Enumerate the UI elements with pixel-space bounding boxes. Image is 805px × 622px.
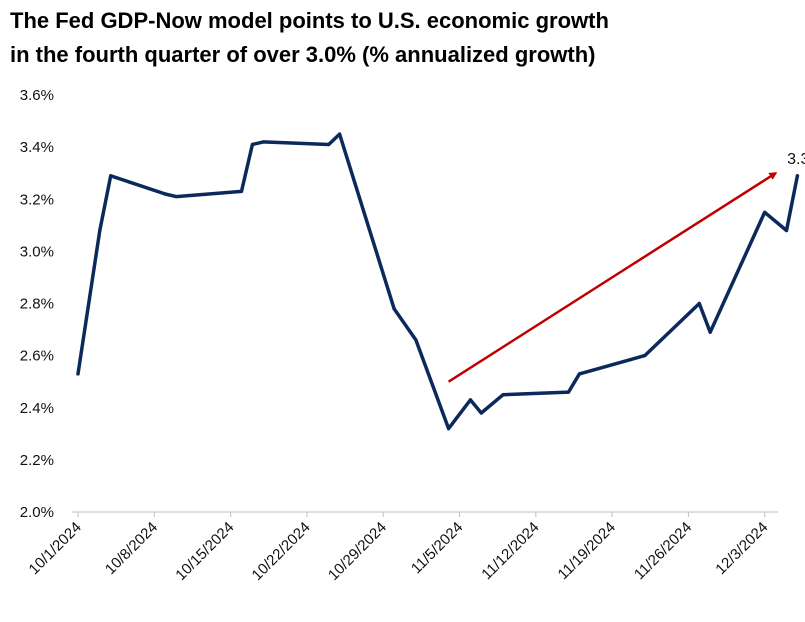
series-point <box>577 372 582 376</box>
series-point <box>643 354 647 358</box>
series-point <box>566 390 571 394</box>
annotations: 3.3% <box>447 151 805 383</box>
series-point <box>76 372 80 376</box>
y-tick-label: 3.2% <box>20 191 54 208</box>
y-axis: 2.0% 2.2% 2.4% 2.6% 2.8% 3.0% 3.2% 3.4% 3.6% <box>20 87 54 521</box>
y-tick-label: 2.2% <box>20 452 54 469</box>
y-tick-label: 3.0% <box>20 243 54 260</box>
series-group <box>76 132 800 431</box>
series-point <box>98 228 102 233</box>
x-tick-label: 11/26/2024 <box>631 519 695 583</box>
series-point <box>784 228 789 233</box>
chart-title-line-2: in the fourth quarter of over 3.0% (% an… <box>10 42 596 67</box>
x-tick-label: 10/29/2024 <box>325 519 390 584</box>
series-point <box>414 338 418 342</box>
x-tick-label: 11/12/2024 <box>478 519 542 583</box>
series-point <box>250 142 254 147</box>
series-point <box>392 307 396 311</box>
series-point <box>795 174 800 178</box>
series-point <box>174 195 178 199</box>
y-tick-label: 2.6% <box>20 348 54 365</box>
x-tick-label: 10/1/2024 <box>26 519 85 578</box>
series-point <box>338 132 342 136</box>
trend-arrow <box>447 172 778 383</box>
y-tick-label: 3.4% <box>20 139 54 156</box>
x-tick-label: 10/8/2024 <box>102 519 161 578</box>
x-axis: 10/1/2024 10/8/2024 10/15/2024 10/22/2024 10… <box>26 511 778 584</box>
series-point <box>261 140 265 144</box>
series-point <box>109 174 113 178</box>
gdpnow-series-line <box>76 132 800 431</box>
x-tick-label: 11/5/2024 <box>408 519 466 577</box>
chart-title: The Fed GDP-Now model points to U.S. eco… <box>10 4 790 72</box>
series-point <box>327 142 331 147</box>
y-tick-label: 2.0% <box>20 504 54 521</box>
end-value-label: 3.3% <box>787 151 805 168</box>
chart-title-line-1: The Fed GDP-Now model points to U.S. eco… <box>10 8 609 33</box>
series-point <box>468 398 472 402</box>
series-point <box>163 192 167 196</box>
series-point <box>239 189 244 193</box>
x-tick-label: 11/19/2024 <box>555 519 619 583</box>
series-point <box>447 427 451 431</box>
y-tick-label: 3.6% <box>20 87 54 104</box>
series-point <box>697 301 701 306</box>
series-point <box>479 411 483 415</box>
y-tick-label: 2.4% <box>20 400 54 417</box>
x-tick-label: 12/3/2024 <box>712 519 771 578</box>
series-point <box>501 393 505 397</box>
y-tick-label: 2.8% <box>20 296 54 313</box>
x-tick-label: 10/15/2024 <box>172 519 237 584</box>
series-point <box>763 210 767 214</box>
series-point <box>708 330 712 334</box>
x-tick-label: 10/22/2024 <box>249 519 314 584</box>
